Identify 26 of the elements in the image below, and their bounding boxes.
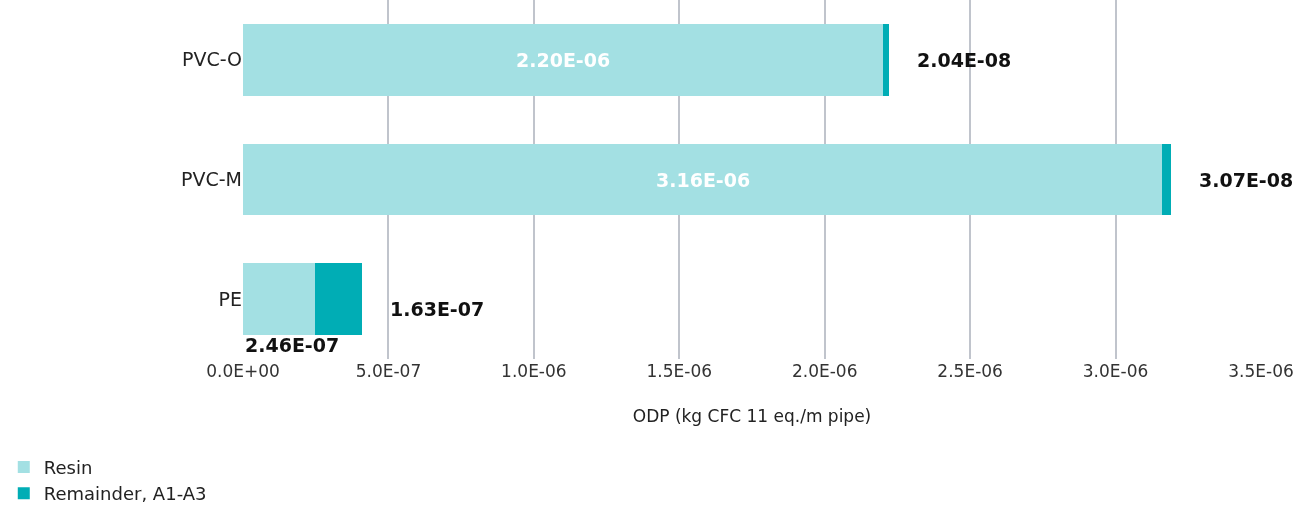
legend-label: Resin (43, 456, 93, 478)
x-tick-label: 0.0E+00 (206, 361, 280, 381)
legend-label: Remainder, A1-A3 (43, 483, 207, 505)
data-label: 2.20E-06 (516, 49, 611, 71)
bar (1162, 143, 1172, 216)
x-tick-label: 1.0E-06 (501, 361, 567, 381)
bar (243, 23, 883, 96)
x-tick-label: 2.5E-06 (937, 361, 1003, 381)
y-tick-label: PVC-M (181, 168, 242, 191)
y-tick-label: PVC-O (181, 48, 242, 71)
data-label: 1.63E-07 (390, 298, 485, 320)
bar (243, 263, 315, 336)
x-tick-label: 1.5E-06 (646, 361, 713, 381)
bar (882, 23, 889, 96)
data-label: 3.07E-08 (1199, 169, 1294, 191)
data-label: 3.16E-06 (656, 169, 751, 191)
x-tick-label: 3.5E-06 (1228, 361, 1294, 381)
y-tick-label: PE (218, 287, 242, 310)
x-tick-label: 3.0E-06 (1082, 361, 1149, 381)
x-axis-title: ODP (kg CFC 11 eq./m pipe) (632, 406, 872, 427)
x-tick-label: 2.0E-06 (791, 361, 858, 381)
data-label: 2.46E-07 (245, 334, 340, 356)
bar (314, 263, 362, 336)
x-tick-label: 5.0E-07 (355, 361, 422, 381)
data-label: 2.04E-08 (917, 49, 1012, 71)
bar (243, 143, 1163, 216)
